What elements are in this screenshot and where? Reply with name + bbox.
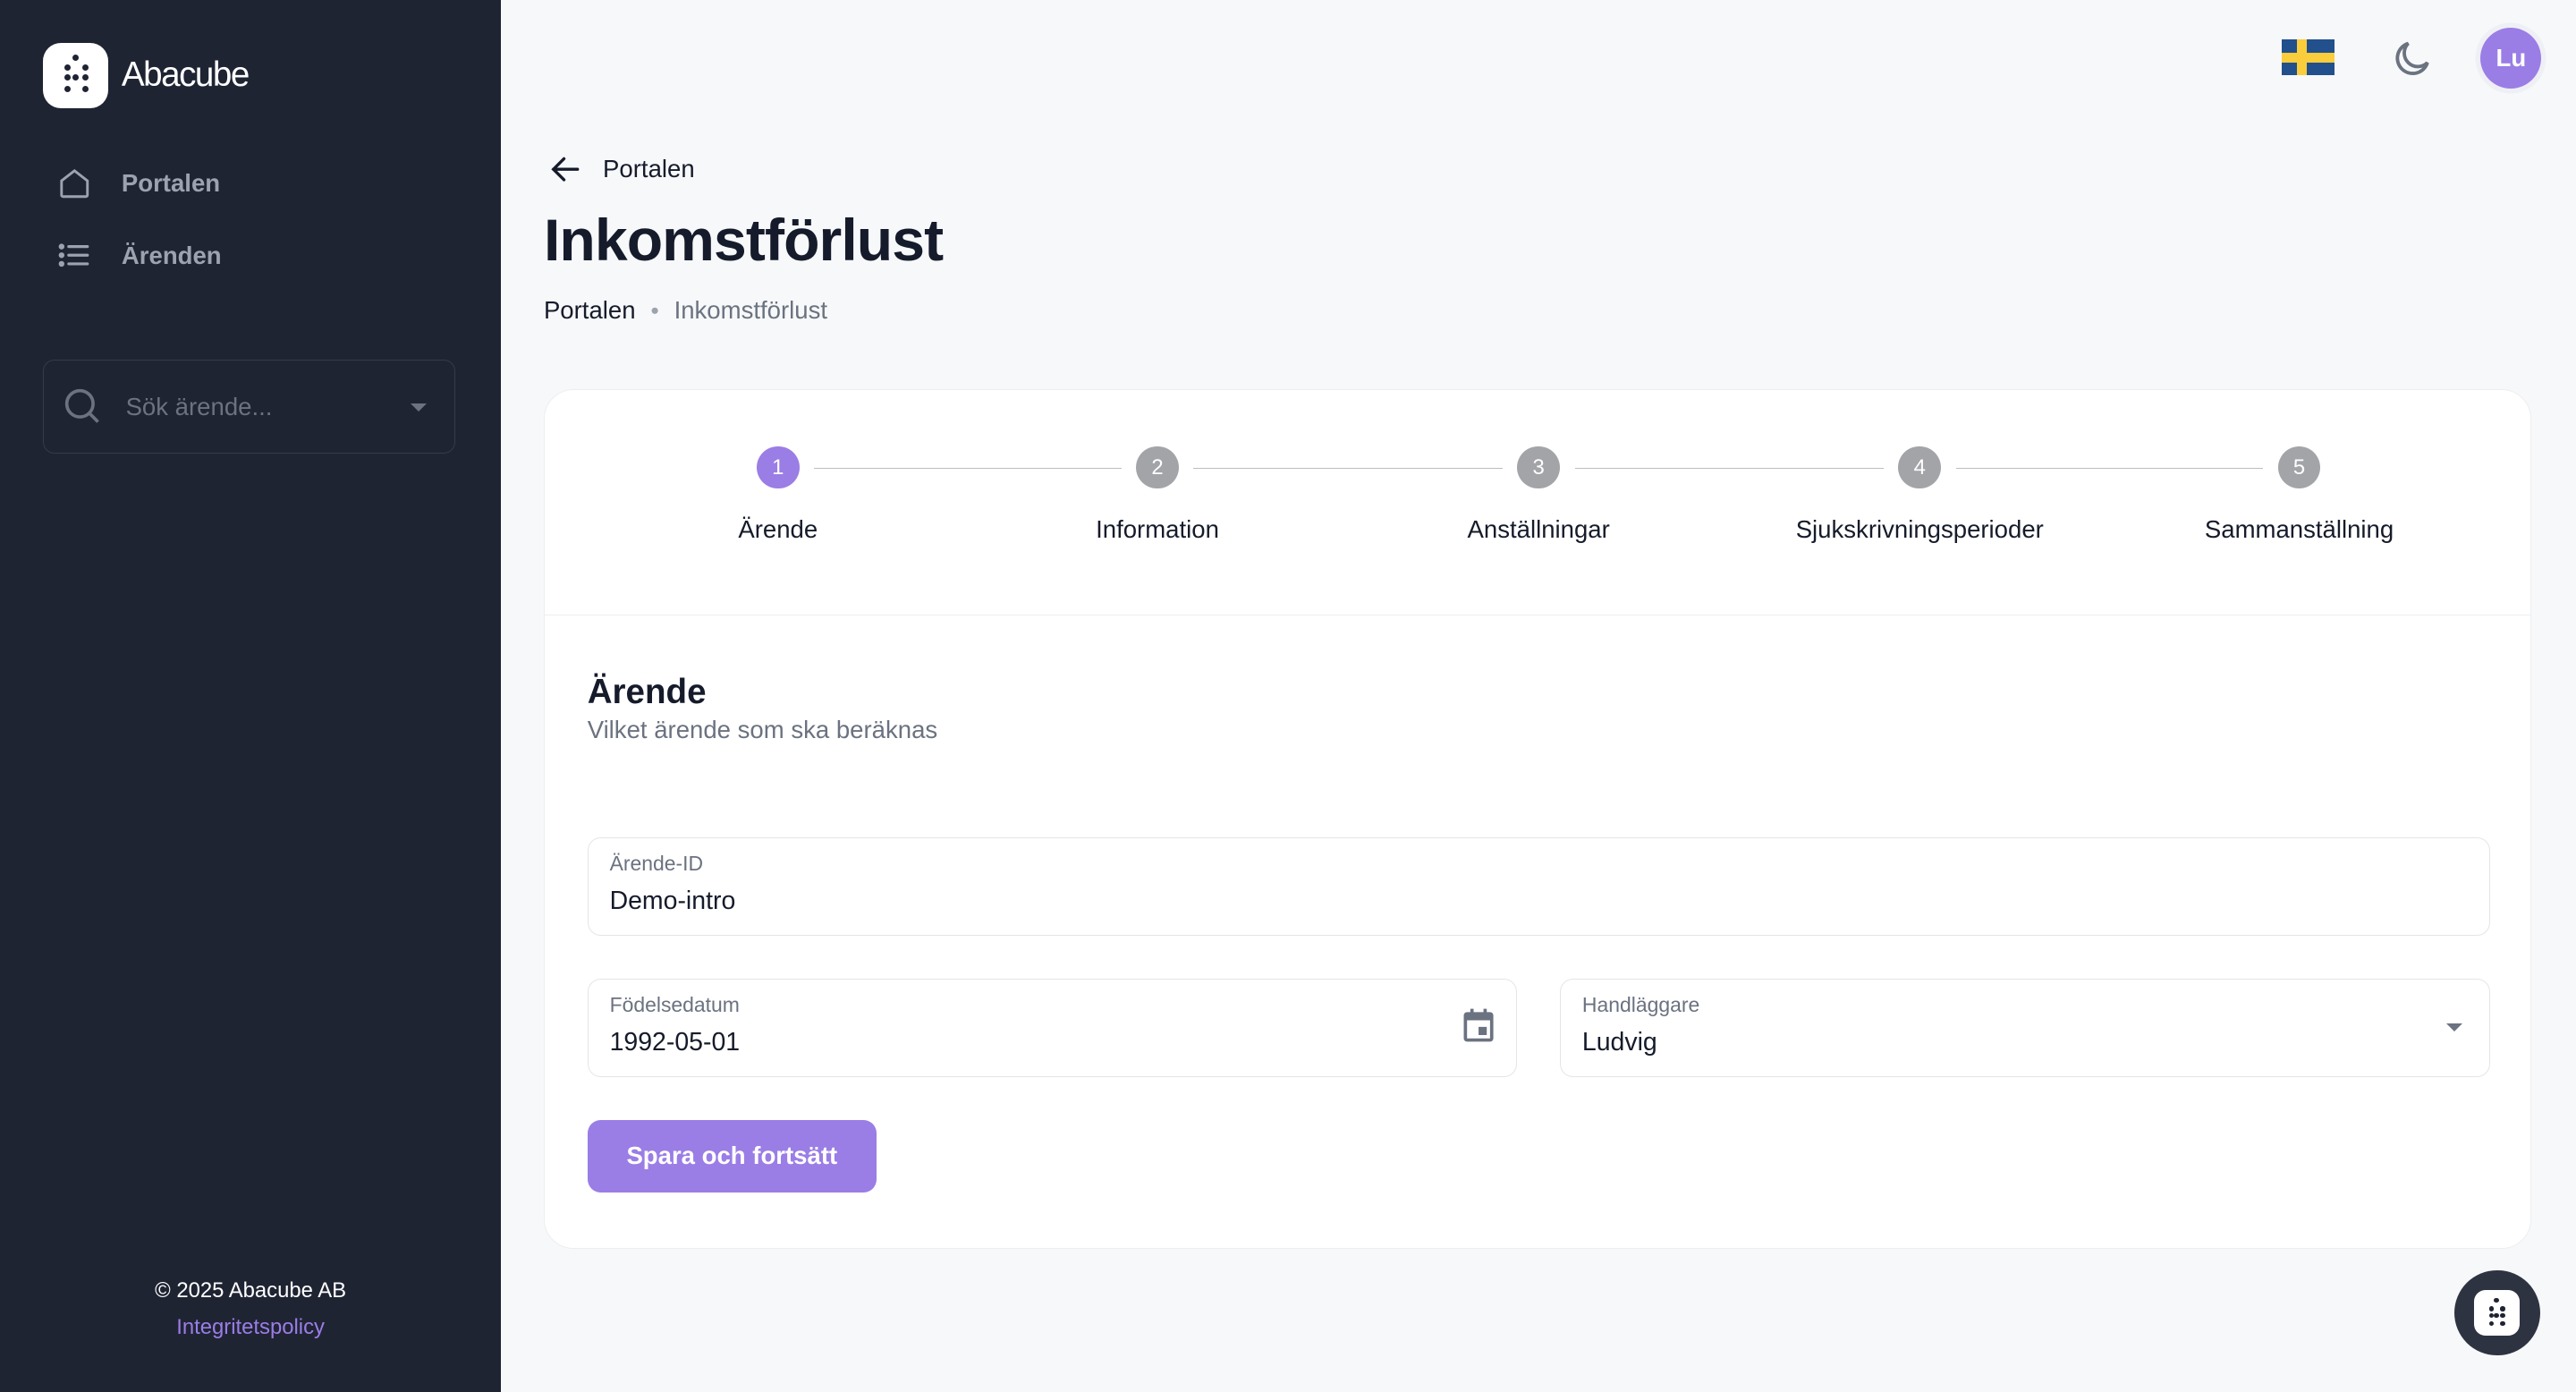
sidebar-item-arenden[interactable]: Ärenden xyxy=(57,238,222,273)
arrow-left-icon xyxy=(550,157,579,182)
page-title: Inkomstförlust xyxy=(543,208,944,275)
breadcrumb-current: Inkomstförlust xyxy=(674,295,828,324)
home-icon xyxy=(60,168,89,198)
step-connector xyxy=(1574,467,1884,470)
field-value: Ludvig xyxy=(1581,1028,1657,1057)
sidebar: Abacube Portalen Ärenden Sök ärende... ©… xyxy=(0,0,502,1392)
step-number: 4 xyxy=(1898,446,1942,489)
search-placeholder: Sök ärende... xyxy=(125,392,273,420)
section-title: Ärende xyxy=(587,673,707,712)
list-icon xyxy=(58,243,89,267)
search-icon xyxy=(64,388,99,423)
step-anstallningar[interactable]: 3 Anställningar xyxy=(1374,446,1702,544)
step-sammanstallning[interactable]: 5 Sammanställning xyxy=(2135,446,2463,544)
save-continue-button[interactable]: Spara och fortsätt xyxy=(587,1119,877,1193)
section-subtitle: Vilket ärende som ska beräknas xyxy=(587,715,938,743)
case-search-combobox[interactable]: Sök ärende... xyxy=(42,360,455,454)
field-label: Handläggare xyxy=(1581,992,1700,1016)
logo-text: Abacube xyxy=(121,55,250,95)
step-label: Information xyxy=(1096,514,1219,543)
breadcrumb-separator: ● xyxy=(650,301,660,318)
step-number: 5 xyxy=(2277,446,2321,489)
step-information[interactable]: 2 Information xyxy=(993,446,1321,544)
step-number: 1 xyxy=(756,446,800,489)
birthdate-field[interactable]: Födelsedatum 1992-05-01 xyxy=(587,978,1518,1078)
step-number: 2 xyxy=(1136,446,1179,489)
step-label: Sjukskrivningsperioder xyxy=(1795,514,2044,543)
form-card: 1 Ärende 2 Information 3 Anställningar 4 Sju… xyxy=(543,389,2532,1249)
step-sjukskrivningsperioder[interactable]: 4 Sjukskrivningsperioder xyxy=(1756,446,2084,544)
field-label: Födelsedatum xyxy=(609,992,740,1016)
sidebar-item-label: Portalen xyxy=(121,168,221,197)
abacube-logo-icon xyxy=(2474,1289,2521,1337)
step-connector xyxy=(1193,467,1503,470)
field-value: Demo-intro xyxy=(609,887,736,916)
privacy-link[interactable]: Integritetspolicy xyxy=(176,1314,325,1339)
step-label: Anställningar xyxy=(1467,514,1610,543)
field-label: Ärende-ID xyxy=(609,851,704,875)
chevron-down-icon[interactable] xyxy=(410,403,427,412)
step-label: Ärende xyxy=(738,514,818,543)
sidebar-item-label: Ärenden xyxy=(121,241,222,269)
handler-select[interactable]: Handläggare Ludvig xyxy=(1560,978,2490,1078)
stepper: 1 Ärende 2 Information 3 Anställningar 4 Sju… xyxy=(544,390,2531,615)
chevron-down-icon xyxy=(2446,1023,2463,1032)
breadcrumb: Portalen ● Inkomstförlust xyxy=(544,296,827,325)
abacube-logo-icon xyxy=(42,42,109,109)
moon-icon[interactable] xyxy=(2389,36,2435,81)
step-label: Sammanställning xyxy=(2204,514,2394,543)
step-arende[interactable]: 1 Ärende xyxy=(614,446,942,544)
step-connector xyxy=(814,467,1122,470)
back-label: Portalen xyxy=(603,155,695,183)
back-link[interactable]: Portalen xyxy=(547,151,695,187)
step-number: 3 xyxy=(1517,446,1561,489)
step-connector xyxy=(1955,467,2264,470)
sidebar-item-portalen[interactable]: Portalen xyxy=(57,166,220,201)
logo[interactable]: Abacube xyxy=(42,42,250,109)
field-value: 1992-05-01 xyxy=(609,1028,741,1057)
swedish-flag-icon[interactable] xyxy=(2282,39,2334,76)
calendar-icon[interactable] xyxy=(1459,1006,1498,1045)
breadcrumb-portalen[interactable]: Portalen xyxy=(543,295,636,324)
case-id-field[interactable]: Ärende-ID Demo-intro xyxy=(587,836,2490,937)
avatar[interactable]: Lu xyxy=(2480,28,2542,89)
sidebar-footer: © 2025 Abacube AB Integritetspolicy xyxy=(0,1273,501,1345)
copyright: © 2025 Abacube AB xyxy=(155,1278,347,1303)
assistant-button[interactable] xyxy=(2454,1269,2540,1356)
